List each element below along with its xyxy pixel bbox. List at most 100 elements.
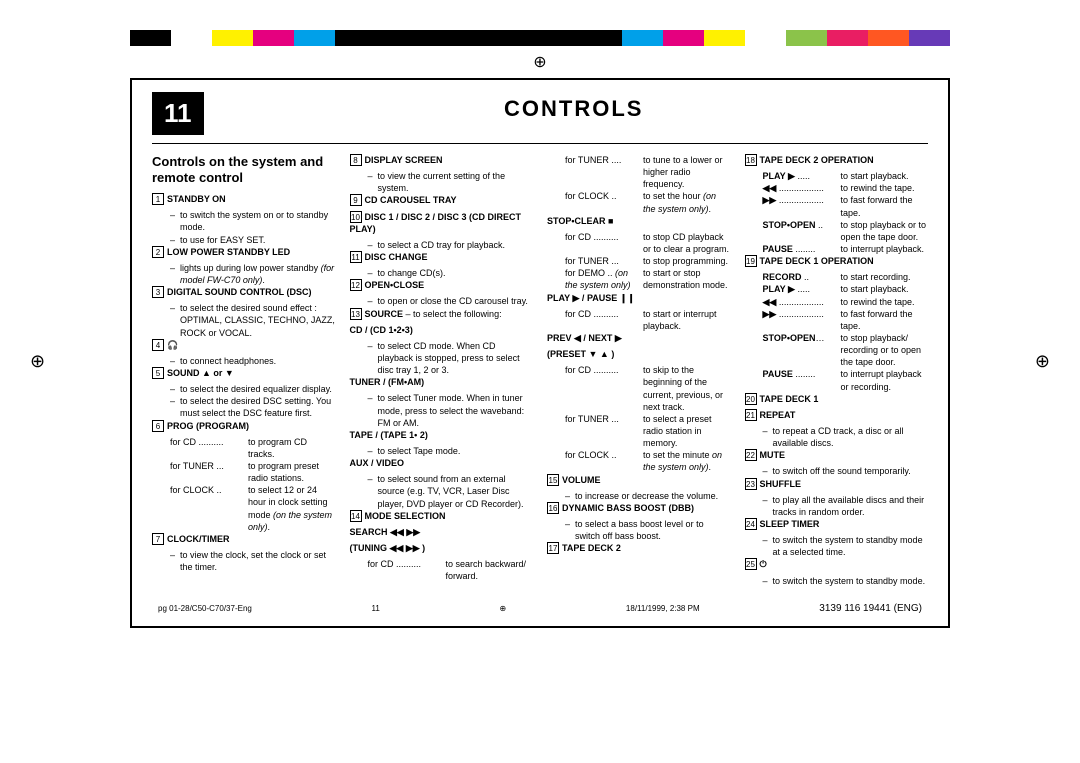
- item-number-box: 6: [152, 420, 164, 432]
- item-title: SOUND ▲ or ▼: [167, 368, 234, 378]
- item-title: STANDBY ON: [167, 194, 226, 204]
- item-title: DYNAMIC BASS BOOST (DBB): [562, 503, 694, 513]
- item-description: –to change CD(s).: [350, 267, 534, 279]
- control-item: 1STANDBY ON: [152, 193, 336, 205]
- control-item: 17TAPE DECK 2: [547, 542, 731, 554]
- item-title: REPEAT: [760, 410, 796, 420]
- item-description: –to connect headphones.: [152, 355, 336, 367]
- item-description: –to switch the system on or to standby m…: [152, 209, 336, 233]
- page-title: CONTROLS: [220, 96, 929, 122]
- footer-doc-id: 3139 116 19441 (ENG): [819, 603, 922, 614]
- column-1: Controls on the system and remote contro…: [152, 154, 336, 587]
- item-description: –lights up during low power standby (for…: [152, 262, 336, 286]
- calibration-color-bar: [130, 30, 950, 46]
- control-item: 14MODE SELECTION: [350, 510, 534, 522]
- control-item: 19TAPE DECK 1 OPERATION: [745, 255, 929, 267]
- item-description: –to select sound from an external source…: [350, 473, 534, 509]
- footer-timestamp: 18/11/1999, 2:38 PM: [626, 604, 700, 613]
- item-rows: PLAY ▶ .....to start playback.◀◀ .......…: [745, 170, 929, 255]
- control-item: 4🎧: [152, 339, 336, 351]
- reg-mark-top: ⊕: [533, 52, 546, 72]
- control-item: 11DISC CHANGE: [350, 251, 534, 263]
- item-title: DISPLAY SCREEN: [365, 155, 443, 165]
- item-number-box: 25: [745, 558, 757, 570]
- control-item: 7CLOCK/TIMER: [152, 533, 336, 545]
- item-description: –to view the clock, set the clock or set…: [152, 549, 336, 573]
- item-title: DIGITAL SOUND CONTROL (DSC): [167, 287, 312, 297]
- item-title: OPEN•CLOSE: [365, 280, 425, 290]
- item-rows: for CD ..........to start or interrupt p…: [547, 308, 731, 332]
- footer-page-num: 11: [372, 604, 380, 613]
- control-item: 20TAPE DECK 1: [745, 393, 929, 405]
- item-number-box: 15: [547, 474, 559, 486]
- item-description: –to repeat a CD track, a disc or all ava…: [745, 425, 929, 449]
- item-number-box: 1: [152, 193, 164, 205]
- item-title: CLOCK/TIMER: [167, 534, 230, 544]
- title-divider: [152, 143, 928, 144]
- sub-heading: STOP•CLEAR ■: [547, 215, 731, 227]
- control-item: 2LOW POWER STANDBY LED: [152, 246, 336, 258]
- item-title: MODE SELECTION: [365, 511, 446, 521]
- item-description: –to play all the available discs and the…: [745, 494, 929, 518]
- item-number-box: 5: [152, 367, 164, 379]
- sub-heading: CD / (CD 1•2•3): [350, 324, 534, 336]
- item-description: –to open or close the CD carousel tray.: [350, 295, 534, 307]
- item-description: –to switch off the sound temporarily.: [745, 465, 929, 477]
- manual-page: ⊕ ⊕ ⊕ 11 CONTROLS Controls on the system…: [0, 0, 1080, 658]
- item-title: CD CAROUSEL TRAY: [365, 195, 457, 205]
- registration-row-top: ⊕ ⊕ ⊕: [40, 52, 1040, 72]
- item-number-box: 13: [350, 308, 362, 320]
- item-number-box: 3: [152, 286, 164, 298]
- control-item: 3DIGITAL SOUND CONTROL (DSC): [152, 286, 336, 298]
- sub-heading: PREV ◀ / NEXT ▶: [547, 332, 731, 344]
- item-number-box: 22: [745, 449, 757, 461]
- item-description: –to switch the system to standby mode.: [745, 575, 929, 587]
- footer-file-ref: pg 01-28/C50-C70/37-Eng: [158, 604, 252, 613]
- column-2: 8DISPLAY SCREEN –to view the current sett…: [350, 154, 534, 587]
- item-rows: for CD ..........to program CD tracks.fo…: [152, 436, 336, 533]
- item-number-box: 2: [152, 246, 164, 258]
- sub-heading: TAPE / (TAPE 1• 2): [350, 429, 534, 441]
- item-rows: RECORD ..to start recording.PLAY ▶ .....…: [745, 271, 929, 392]
- item-description: –to select Tuner mode. When in tuner mod…: [350, 392, 534, 428]
- item-description: –to use for EASY SET.: [152, 234, 336, 246]
- sub-heading: PLAY ▶ / PAUSE ❙❙: [547, 292, 731, 304]
- page-footer: pg 01-28/C50-C70/37-Eng 11 ⊕ 18/11/1999,…: [152, 603, 928, 614]
- item-number-box: 21: [745, 409, 757, 421]
- item-title: TAPE DECK 2: [562, 543, 621, 553]
- page-number-box: 11: [152, 92, 204, 135]
- item-number-box: 12: [350, 279, 362, 291]
- control-item: 15VOLUME: [547, 474, 731, 486]
- item-title: LOW POWER STANDBY LED: [167, 247, 290, 257]
- column-3: for TUNER ....to tune to a lower or high…: [547, 154, 731, 587]
- item-title: DISC CHANGE: [365, 252, 428, 262]
- item-description: –to increase or decrease the volume.: [547, 490, 731, 502]
- item-number-box: 7: [152, 533, 164, 545]
- control-item: 16DYNAMIC BASS BOOST (DBB): [547, 502, 731, 514]
- item-number-box: 17: [547, 542, 559, 554]
- control-item: 5SOUND ▲ or ▼: [152, 367, 336, 379]
- item-title: SHUFFLE: [760, 479, 802, 489]
- item-title: DISC 1 / DISC 2 / DISC 3 (CD DIRECT PLAY…: [350, 212, 522, 234]
- item-title: TAPE DECK 1: [760, 394, 819, 404]
- item-number-box: 8: [350, 154, 362, 166]
- item-number-box: 16: [547, 502, 559, 514]
- footer-reg-mark: ⊕: [500, 604, 507, 613]
- item-number-box: 24: [745, 518, 757, 530]
- item-number-box: 19: [745, 255, 757, 267]
- sub-heading: (PRESET ▼ ▲ ): [547, 348, 731, 360]
- item-number-box: 23: [745, 478, 757, 490]
- item-title: MUTE: [760, 450, 786, 460]
- item-description: –to view the current setting of the syst…: [350, 170, 534, 194]
- item-rows: for CD ..........to stop CD playback or …: [547, 231, 731, 292]
- item-description: –to select a CD tray for playback.: [350, 239, 534, 251]
- sub-heading: AUX / VIDEO: [350, 457, 534, 469]
- item-title: SLEEP TIMER: [760, 519, 820, 529]
- control-item: 24SLEEP TIMER: [745, 518, 929, 530]
- item-rows: for CD ..........to skip to the beginnin…: [547, 364, 731, 473]
- content-columns: Controls on the system and remote contro…: [152, 154, 928, 587]
- control-item: 18TAPE DECK 2 OPERATION: [745, 154, 929, 166]
- control-item: 23SHUFFLE: [745, 478, 929, 490]
- item-description: –to select a bass boost level or to swit…: [547, 518, 731, 542]
- item-description: –to select Tape mode.: [350, 445, 534, 457]
